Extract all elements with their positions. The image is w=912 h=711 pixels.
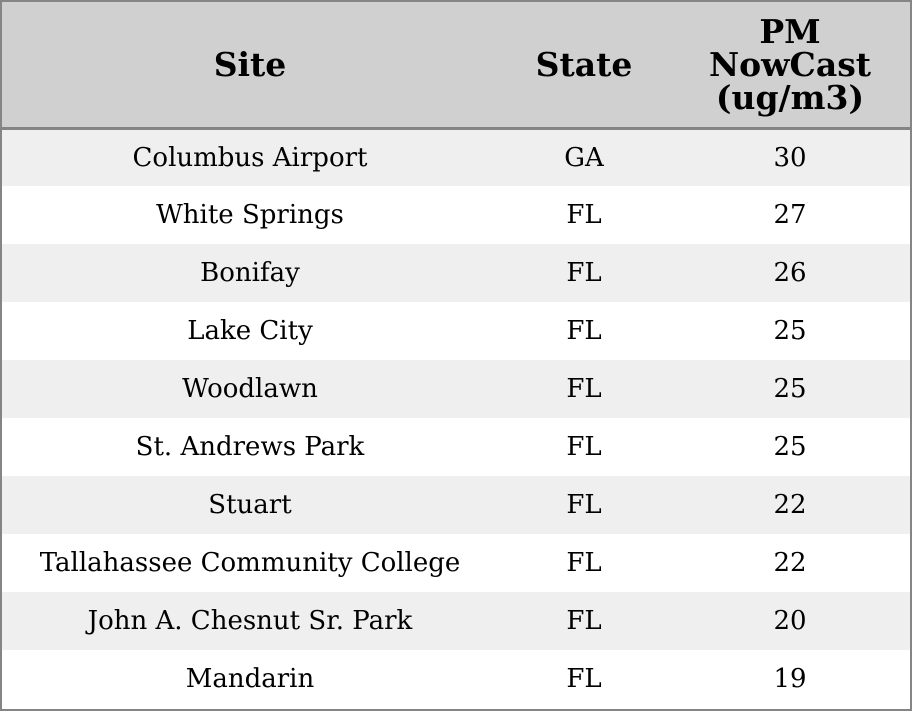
cell-state: FL [566, 374, 602, 404]
cell-site: Woodlawn [182, 374, 318, 404]
cell-state: FL [566, 316, 602, 346]
table-row: White Springs FL 27 [2, 186, 910, 244]
cell-pm-value: 19 [773, 664, 807, 694]
cell-site: St. Andrews Park [135, 432, 365, 462]
cell-pm-value: 20 [773, 606, 807, 636]
cell-pm-value: 30 [773, 142, 807, 173]
cell-site: White Springs [156, 200, 344, 230]
cell-site: Columbus Airport [132, 142, 368, 173]
header-line: NowCast [708, 44, 872, 84]
cell-site: Stuart [208, 490, 292, 520]
header-line: PM [759, 11, 821, 51]
table-row: John A. Chesnut Sr. Park FL 20 [2, 592, 910, 650]
cell-pm-value: 25 [773, 374, 807, 404]
header-line: (ug/m3) [715, 77, 865, 117]
table-row: Woodlawn FL 25 [2, 360, 910, 418]
cell-site: Mandarin [185, 664, 315, 694]
table-body: Columbus Airport GA 30 White Springs FL 27 Bon… [2, 128, 910, 708]
cell-site: Tallahassee Community College [39, 548, 461, 578]
column-header-state: State [498, 2, 670, 130]
table-row: Tallahassee Community College FL 22 [2, 534, 910, 592]
cell-state: FL [566, 432, 602, 462]
column-header-site: Site [2, 2, 498, 130]
cell-pm-value: 27 [773, 200, 807, 230]
cell-state: FL [566, 200, 602, 230]
cell-site: Lake City [187, 316, 313, 346]
table-header-row: Site State PM NowCast (ug/m3) [2, 2, 910, 130]
cell-state: FL [566, 490, 602, 520]
cell-pm-value: 22 [773, 548, 807, 578]
table-row: Stuart FL 22 [2, 476, 910, 534]
cell-site: John A. Chesnut Sr. Park [87, 606, 413, 636]
table-row: Bonifay FL 26 [2, 244, 910, 302]
cell-site: Bonifay [200, 258, 300, 288]
table-row: Lake City FL 25 [2, 302, 910, 360]
cell-pm-value: 26 [773, 258, 807, 288]
table-row: Mandarin FL 19 [2, 650, 910, 708]
cell-pm-value: 22 [773, 490, 807, 520]
cell-pm-value: 25 [773, 316, 807, 346]
cell-state: FL [566, 664, 602, 694]
cell-state: FL [566, 258, 602, 288]
table-row: Columbus Airport GA 30 [2, 128, 910, 186]
cell-state: FL [566, 548, 602, 578]
header-line: Site [213, 44, 287, 84]
cell-pm-value: 25 [773, 432, 807, 462]
table-row: St. Andrews Park FL 25 [2, 418, 910, 476]
header-line: State [535, 44, 633, 84]
cell-state: FL [566, 606, 602, 636]
cell-state: GA [564, 142, 604, 173]
column-header-pm-nowcast: PM NowCast (ug/m3) [670, 2, 910, 130]
